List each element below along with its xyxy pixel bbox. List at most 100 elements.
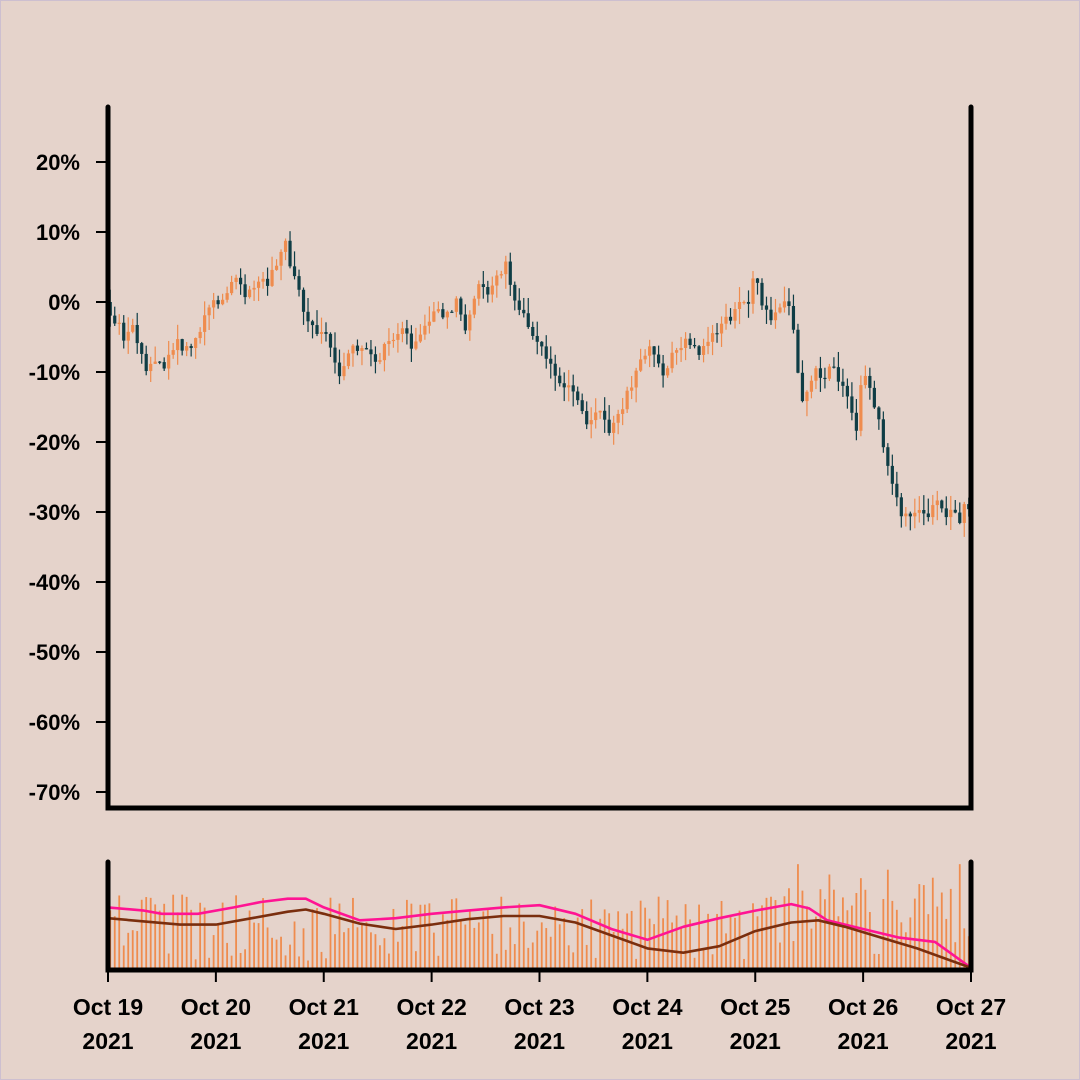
volume-bar [922,885,925,970]
candle-body [243,284,247,298]
candle-body [805,391,809,402]
volume-bar [689,919,691,970]
volume-bar [693,957,696,970]
volume-bar [729,916,732,970]
volume-bar [940,892,943,970]
volume-bars [109,864,970,970]
volume-bar [500,896,503,970]
candle-body [859,385,863,431]
candle-body [198,331,202,339]
volume-bar [212,935,215,970]
volume-bar [167,953,170,970]
candle-body [868,375,872,388]
y-tick-label: -50% [29,640,80,665]
candle-body [612,422,616,433]
candle-body [760,282,764,306]
volume-bar [621,928,624,970]
candle-body [863,375,867,386]
candle-body [486,287,490,295]
candle-body [845,385,849,397]
volume-bar [895,909,898,970]
candle-body [553,363,557,376]
candle-body [508,261,512,285]
candle-body [697,346,701,355]
volume-bar [608,913,611,970]
candle-body [648,346,652,356]
volume-bar [347,928,350,970]
candle-body [630,387,634,391]
candle-body [526,313,530,327]
candle-body [459,298,463,315]
volume-bar [127,932,130,970]
volume-bar [684,904,687,970]
candle-body [886,447,890,466]
volume-bar [837,916,840,970]
volume-bar [590,899,593,970]
volume-bar [401,926,404,970]
volume-bar [756,916,759,970]
volume-bar [131,930,134,970]
candle-body [715,333,719,335]
candle-body [423,325,427,335]
volume-bar [675,915,678,970]
volume-bar [329,897,332,970]
candle-body [176,339,180,351]
volume-bar [410,903,413,970]
volume-bar [707,913,709,970]
candle-body [926,513,930,518]
volume-bar [792,941,795,970]
candle-body [319,332,324,334]
volume-bar [266,927,269,970]
candle-body [670,352,674,369]
candle-body [634,370,638,388]
volume-bar [113,916,116,970]
candle-body [872,387,876,408]
candle-body [719,323,724,334]
volume-bar [244,949,246,970]
candle-body [450,311,454,313]
volume-bar [423,904,426,970]
volume-bar [370,932,372,970]
volume-bar [495,953,498,970]
candle-body [270,269,274,286]
volume-bar [877,953,880,970]
candle-body [324,332,328,334]
volume-bar [235,895,238,970]
candle-body [692,345,697,347]
volume-bar [612,932,615,970]
candle-body [621,409,625,414]
candle-body [841,381,845,386]
volume-bar [594,957,597,970]
candle-body [782,301,787,308]
volume-bar [176,912,179,970]
volume-bar [477,922,480,970]
candle-body [315,325,319,334]
volume-bar [734,917,736,970]
volume-bar [307,960,309,970]
volume-bar [873,953,876,970]
candle-body [351,345,355,354]
volume-bar [338,903,341,970]
candle-body [818,368,823,378]
candle-body [432,311,436,322]
x-tick-label-date: Oct 24 [612,994,683,1020]
candle-body [881,419,885,448]
volume-bar [743,958,745,970]
volume-bar [931,877,934,970]
volume-bar [810,928,813,970]
candle-body [949,509,953,518]
candle-body [288,240,292,267]
volume-bar [473,927,476,970]
volume-bar [513,944,516,970]
candle-body [328,333,333,348]
volume-bar [203,907,206,970]
volume-bar [752,903,754,970]
volume-bar [680,927,682,970]
candle-body [189,346,193,349]
volume-bar [846,910,849,970]
volume-bar [567,945,570,970]
volume-bar [963,928,966,970]
candle-body [230,281,234,294]
volume-bar [316,908,318,970]
volume-bar [599,918,602,970]
